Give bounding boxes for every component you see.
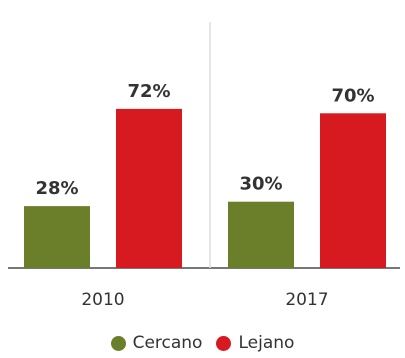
bar-chart: 28% 72% 2010 30% 70% 2017: [8, 22, 400, 310]
legend-swatch-cercano: [110, 335, 126, 351]
bar-lejano-2017: [320, 113, 386, 268]
chart-legend: Cercano Lejano: [0, 330, 405, 356]
legend-item-cercano: Cercano: [110, 333, 203, 353]
data-label-cercano-2010: 28%: [35, 178, 78, 199]
legend-swatch-lejano: [216, 335, 232, 351]
legend-item-lejano: Lejano: [216, 333, 294, 353]
x-tick-label-2017: 2017: [285, 290, 328, 310]
x-tick-label-2010: 2010: [81, 290, 124, 310]
data-label-lejano-2017: 70%: [331, 85, 374, 106]
bar-lejano-2010: [116, 108, 182, 268]
data-label-lejano-2010: 72%: [127, 81, 170, 102]
bar-cercano-2017: [228, 201, 294, 268]
legend-label-cercano: Cercano: [132, 333, 203, 353]
legend-label-lejano: Lejano: [238, 333, 295, 353]
data-label-cercano-2017: 30%: [239, 174, 282, 195]
bar-cercano-2010: [24, 206, 90, 268]
